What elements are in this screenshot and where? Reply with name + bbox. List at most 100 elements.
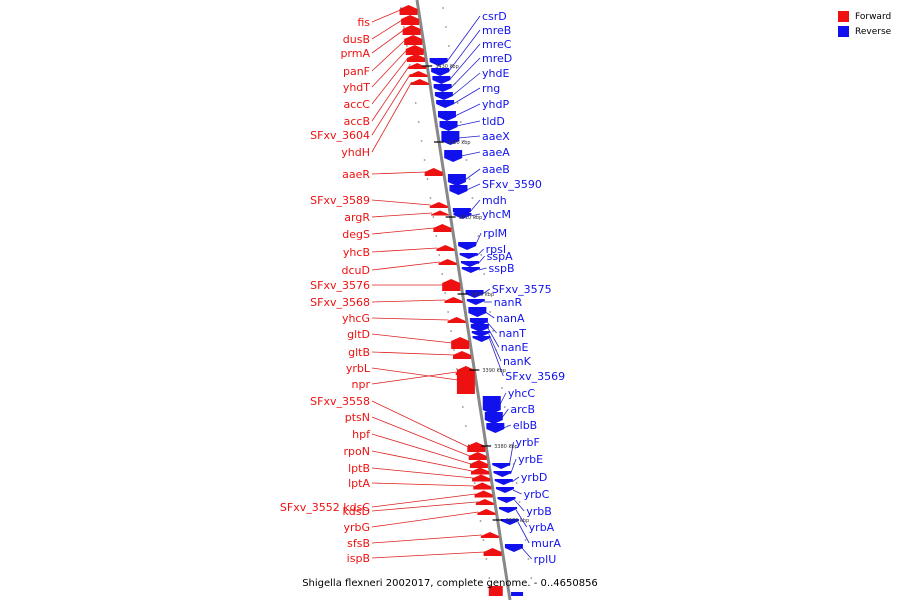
feature-reverse-mrec[interactable] [432, 76, 451, 84]
gene-label-yrbc[interactable]: yrbC [524, 488, 550, 501]
gene-label-mdh[interactable]: mdh [482, 194, 507, 207]
feature-reverse-yhcc[interactable] [482, 396, 501, 414]
gene-label-mreb[interactable]: mreB [482, 24, 511, 37]
feature-forward-kdsd[interactable] [475, 499, 494, 505]
gene-label-gltd[interactable]: gltD [347, 328, 370, 341]
feature-reverse-sfxv-3590[interactable] [449, 185, 468, 195]
gene-label-aaeb[interactable]: aaeB [482, 163, 510, 176]
feature-reverse-mura[interactable] [500, 519, 519, 525]
feature-reverse-nanr[interactable] [466, 299, 485, 305]
gene-label-nant[interactable]: nanT [499, 327, 527, 340]
gene-label-sfxv-3552-kdsc[interactable]: SFxv_3552 kdsC [280, 501, 370, 514]
feature-reverse-rpsi[interactable] [459, 253, 478, 259]
gene-label-sspb[interactable]: sspB [489, 262, 515, 275]
gene-label-sfxv-3575[interactable]: SFxv_3575 [492, 283, 552, 296]
gene-label-aaer[interactable]: aaeR [342, 168, 370, 181]
feature-forward-yhcb[interactable] [436, 245, 455, 251]
feature-reverse-mred[interactable] [433, 84, 452, 92]
gene-label-nanr[interactable]: nanR [494, 296, 523, 309]
gene-label-accc[interactable]: accC [343, 98, 370, 111]
feature-forward-sfxv-3568[interactable] [444, 297, 463, 303]
gene-label-sfxv-3589[interactable]: SFxv_3589 [310, 194, 370, 207]
gene-label-ispb[interactable]: ispB [347, 552, 370, 565]
feature-forward-ispb[interactable] [483, 548, 502, 556]
feature-reverse-sfxv-3569[interactable] [472, 336, 491, 342]
feature-forward-sfxv-3576[interactable] [442, 279, 461, 291]
feature-reverse-rplu[interactable] [504, 544, 523, 552]
feature-reverse-nana[interactable] [468, 307, 487, 317]
feature-reverse-yrba[interactable] [499, 507, 518, 513]
feature-reverse-elbb[interactable] [486, 423, 505, 433]
feature-forward-sfxv-3589[interactable] [429, 202, 448, 208]
feature-forward-sfxv-3552-kdsc[interactable] [474, 490, 493, 498]
feature-reverse-mreb[interactable] [431, 68, 450, 76]
gene-label-nane[interactable]: nanE [501, 341, 529, 354]
gene-label-yhcc[interactable]: yhcC [508, 387, 536, 400]
feature-reverse-sspb[interactable] [461, 267, 480, 273]
gene-label-kdsd[interactable]: kdsD [342, 505, 370, 518]
feature-reverse-yhdp[interactable] [437, 111, 456, 121]
gene-label-degs[interactable]: degS [342, 228, 370, 241]
gene-label-arcb[interactable]: arcB [510, 403, 535, 416]
gene-label-yhcm[interactable]: yhcM [482, 208, 511, 221]
feature-forward-sfxv-3558[interactable] [467, 442, 486, 452]
gene-label-lpta[interactable]: lptA [348, 477, 370, 490]
feature-reverse-nane[interactable] [470, 324, 489, 332]
feature-reverse-nank[interactable] [471, 331, 490, 337]
feature-reverse-arcb[interactable] [484, 412, 503, 424]
feature-forward-lptb[interactable] [472, 474, 491, 482]
feature-forward-dusb[interactable] [401, 15, 420, 25]
feature-reverse-rng[interactable] [436, 100, 455, 108]
feature-forward-aaer[interactable] [424, 168, 443, 176]
gene-label-rng[interactable]: rng [482, 82, 500, 95]
gene-label-yrbe[interactable]: yrbE [518, 453, 543, 466]
gene-label-yhdp[interactable]: yhdP [482, 98, 509, 111]
feature-forward-sfsb[interactable] [480, 532, 499, 538]
feature-reverse-csrd[interactable] [429, 58, 448, 66]
feature-reverse-yhcm[interactable] [453, 213, 472, 219]
feature-forward-fis[interactable] [399, 5, 418, 15]
gene-label-yhcb[interactable]: yhcB [343, 246, 370, 259]
gene-label-ptsn[interactable]: ptsN [345, 411, 370, 424]
gene-label-prma[interactable]: prmA [340, 47, 370, 60]
gene-label-rplm[interactable]: rplM [483, 227, 507, 240]
feature-reverse-sspa[interactable] [460, 261, 479, 267]
feature-forward-lpta[interactable] [473, 482, 492, 490]
feature-reverse-aaea[interactable] [444, 150, 463, 162]
feature-reverse-aaex[interactable] [441, 131, 460, 145]
feature-forward-gltb[interactable] [453, 351, 472, 359]
gene-label-elbb[interactable]: elbB [513, 419, 537, 432]
feature-forward-accc[interactable] [406, 54, 425, 62]
feature-reverse-tldd[interactable] [439, 121, 458, 131]
feature-reverse-rplm[interactable] [458, 242, 477, 250]
gene-label-tldd[interactable]: tldD [482, 115, 505, 128]
gene-label-lptb[interactable]: lptB [348, 462, 370, 475]
gene-label-yhcg[interactable]: yhcG [342, 312, 370, 325]
gene-label-accb[interactable]: accB [344, 115, 370, 128]
gene-label-aaex[interactable]: aaeX [482, 130, 510, 143]
gene-label-hpf[interactable]: hpf [352, 428, 371, 441]
gene-label-yhde[interactable]: yhdE [482, 67, 509, 80]
gene-label-nana[interactable]: nanA [496, 312, 525, 325]
gene-label-mura[interactable]: murA [531, 537, 561, 550]
feature-forward-dcud[interactable] [438, 259, 457, 265]
feature-forward-sfxv-3604[interactable] [409, 71, 428, 77]
gene-label-aaea[interactable]: aaeA [482, 146, 510, 159]
feature-forward-yhcg[interactable] [447, 317, 466, 323]
gene-label-rplu[interactable]: rplU [534, 553, 557, 566]
gene-label-mrec[interactable]: mreC [482, 38, 512, 51]
feature-reverse-yrbb[interactable] [497, 497, 516, 503]
gene-label-yrba[interactable]: yrbA [529, 521, 555, 534]
gene-label-yrbf[interactable]: yrbF [516, 436, 540, 449]
gene-label-yrbl[interactable]: yrbL [346, 362, 371, 375]
gene-label-gltb[interactable]: gltB [348, 346, 370, 359]
gene-label-sfxv-3576[interactable]: SFxv_3576 [310, 279, 370, 292]
feature-reverse-sfxv-3575[interactable] [465, 290, 484, 298]
feature-reverse-yhde[interactable] [434, 92, 453, 100]
gene-label-argr[interactable]: argR [344, 211, 370, 224]
feature-forward-yhdt[interactable] [405, 45, 424, 55]
feature-forward-degs[interactable] [433, 224, 452, 232]
gene-label-mred[interactable]: mreD [482, 52, 512, 65]
gene-label-panf[interactable]: panF [343, 65, 370, 78]
feature-reverse-yrbe[interactable] [493, 471, 512, 477]
